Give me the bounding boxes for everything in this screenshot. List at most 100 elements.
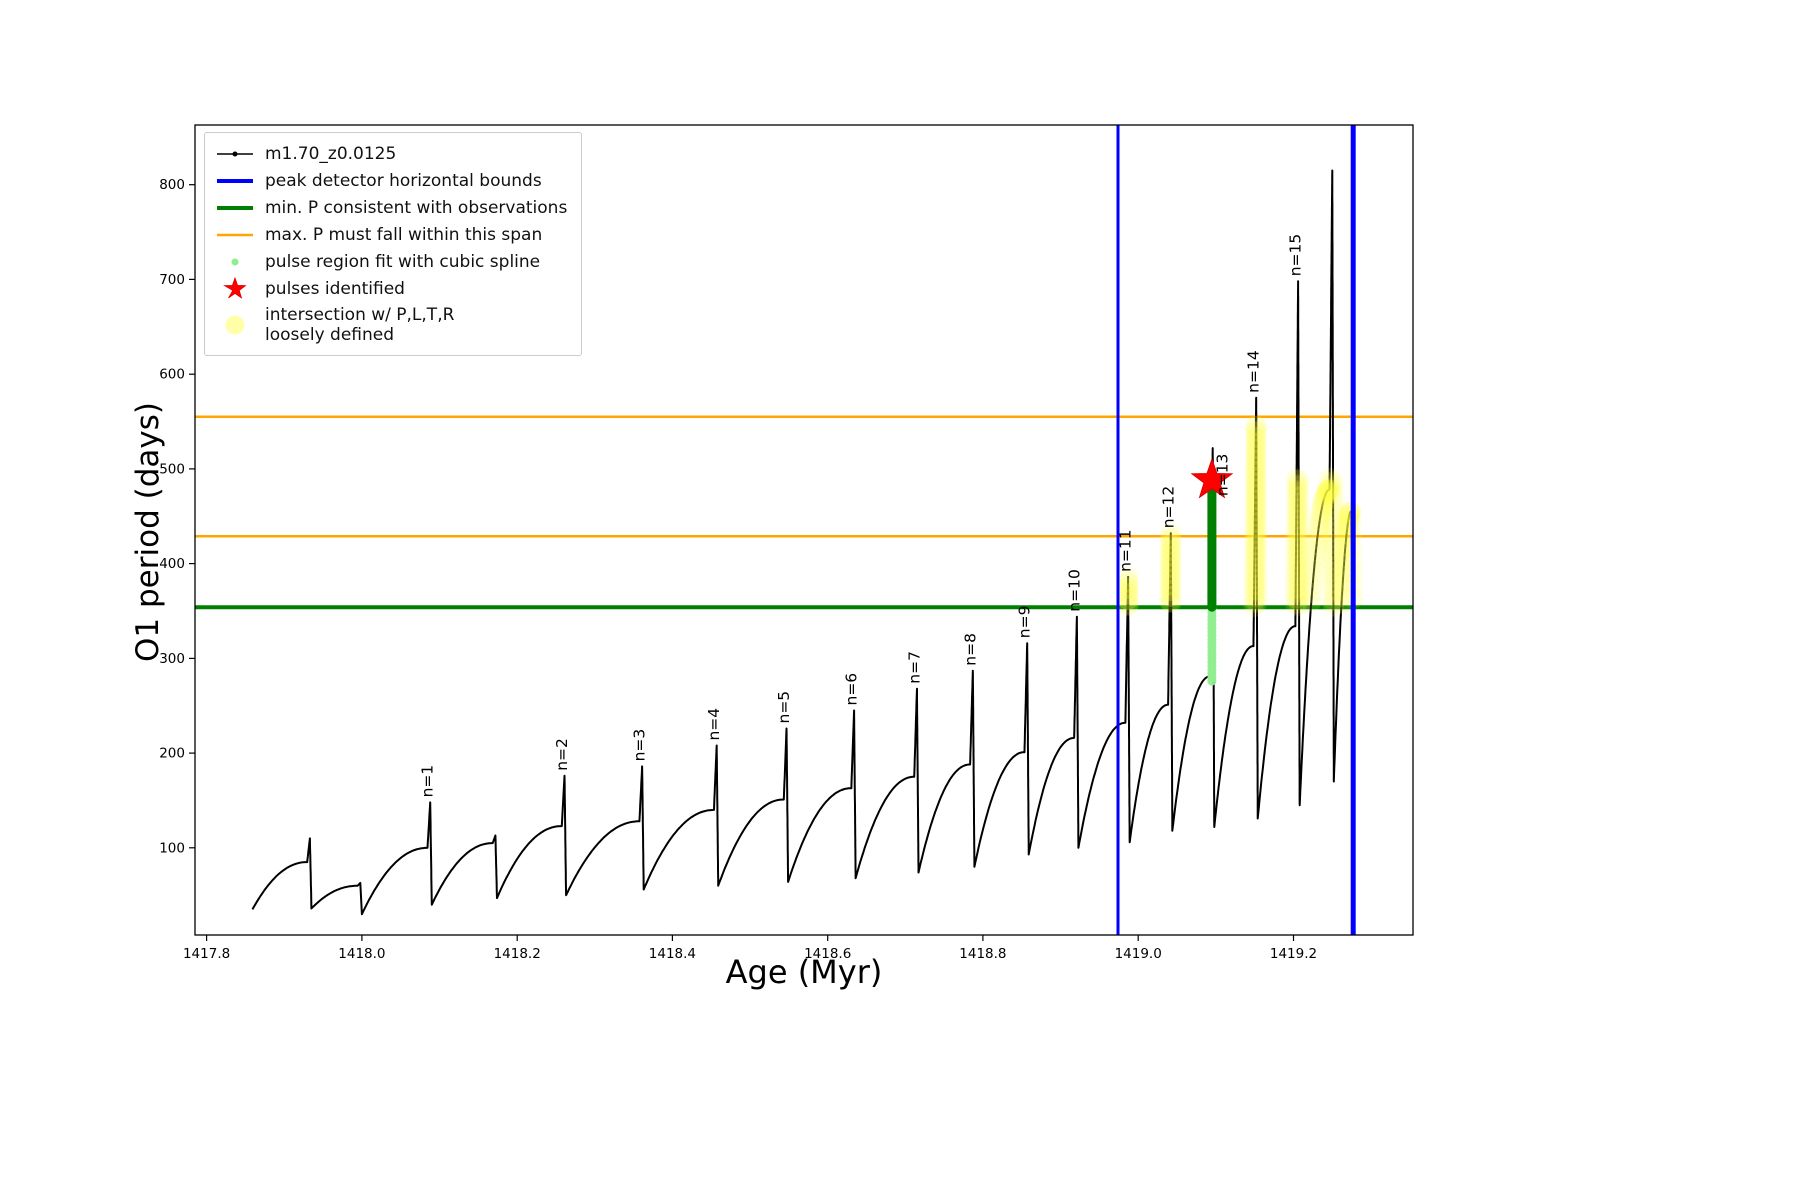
intersection-marker	[1322, 561, 1344, 583]
intersection-marker	[1246, 580, 1268, 602]
legend-label: intersection w/ P,L,T,R loosely defined	[265, 304, 455, 345]
intersection-marker	[1288, 521, 1310, 543]
intersection-marker	[1160, 562, 1182, 584]
x-tick-label: 1419.2	[1270, 946, 1317, 962]
legend-label: pulse region fit with cubic spline	[265, 251, 541, 272]
intersection-marker	[1322, 505, 1344, 527]
intersection-marker	[1311, 494, 1333, 516]
legend-label: pulses identified	[265, 278, 405, 299]
intersection-marker	[1246, 472, 1267, 494]
intersection-marker	[1333, 552, 1355, 574]
intersection-marker	[1245, 455, 1267, 477]
intersection-marker	[1244, 528, 1266, 550]
y-tick-label: 700	[159, 272, 185, 288]
intersection-marker	[1159, 562, 1181, 584]
intersection-marker	[1285, 581, 1307, 603]
intersection-marker	[1322, 590, 1344, 611]
intersection-marker	[1322, 595, 1344, 617]
intersection-marker	[1160, 528, 1182, 550]
intersection-marker	[1288, 572, 1310, 594]
series-line-icon	[213, 142, 257, 166]
pulse-label: n=2	[553, 738, 571, 771]
pulse-label: n=9	[1016, 606, 1034, 639]
x-tick-label: 1417.8	[183, 946, 230, 962]
intersection-marker	[1322, 544, 1344, 566]
legend-label: peak detector horizontal bounds	[265, 170, 542, 191]
intersection-marker	[1117, 594, 1139, 616]
intersection-marker	[1245, 426, 1267, 448]
intersection-marker	[1288, 538, 1310, 560]
intersection-marker	[1306, 534, 1328, 556]
x-tick-label: 1418.4	[649, 946, 696, 962]
intersection-marker	[1322, 584, 1344, 606]
intersection-marker	[1288, 492, 1310, 514]
intersection-marker	[1288, 549, 1310, 571]
pulse-label: n=3	[631, 729, 649, 762]
intersection-marker	[1319, 479, 1340, 501]
intersection-marker	[1246, 574, 1268, 596]
intersection-marker	[1317, 480, 1339, 502]
intersection-marker	[1322, 476, 1344, 498]
yellow-dot-icon	[213, 303, 257, 347]
intersection-marker	[1285, 547, 1307, 569]
intersection-marker	[1322, 533, 1344, 555]
intersection-marker	[1160, 545, 1182, 567]
intersection-marker	[1159, 574, 1181, 596]
plot-border	[194, 124, 1414, 936]
intersection-marker	[1246, 461, 1267, 483]
intersection-marker	[1288, 504, 1310, 526]
intersection-marker	[1306, 528, 1328, 550]
intersection-marker	[1159, 545, 1181, 567]
intersection-marker	[1246, 466, 1267, 488]
pulse-label: n=1	[419, 765, 437, 798]
legend-row-series: m1.70_z0.0125	[213, 141, 567, 167]
intersection-marker	[1288, 566, 1310, 588]
intersection-marker	[1244, 517, 1266, 539]
y-tick-label: 100	[159, 840, 185, 856]
intersection-marker	[1246, 540, 1268, 562]
intersection-marker	[1322, 539, 1344, 561]
intersection-marker	[1246, 484, 1267, 505]
red-star-icon	[213, 277, 257, 301]
intersection-marker	[1288, 515, 1310, 537]
x-tick-label: 1419.0	[1115, 946, 1162, 962]
intersection-marker	[1285, 576, 1307, 598]
intersection-marker	[1244, 483, 1266, 505]
intersection-marker	[1322, 522, 1344, 544]
intersection-marker	[1288, 470, 1310, 492]
intersection-marker	[1288, 487, 1310, 509]
intersection-marker	[1117, 572, 1139, 593]
intersection-marker	[1117, 583, 1139, 605]
intersection-marker	[1246, 592, 1268, 613]
intersection-marker	[1160, 540, 1182, 561]
intersection-marker	[1302, 574, 1324, 596]
intersection-marker	[1288, 475, 1310, 497]
intersection-marker	[1285, 542, 1307, 564]
y-axis-title: O1 period (days)	[130, 402, 166, 662]
x-tick-label: 1418.6	[804, 946, 851, 962]
intersection-marker	[1288, 595, 1310, 617]
intersection-marker	[1286, 474, 1307, 496]
intersection-marker	[1319, 467, 1341, 489]
intersection-marker	[1300, 590, 1322, 612]
intersection-marker	[1334, 547, 1355, 569]
intersection-marker	[1308, 513, 1330, 535]
intersection-marker	[1246, 569, 1268, 591]
intersection-marker	[1322, 567, 1344, 589]
intersection-marker	[1301, 582, 1323, 604]
intersection-marker	[1288, 584, 1310, 605]
intersection-marker	[1322, 550, 1344, 572]
pulse-label: n=5	[775, 691, 793, 724]
intersection-marker	[1246, 512, 1268, 534]
intersection-marker	[1159, 557, 1181, 579]
intersection-marker	[1243, 596, 1265, 618]
intersection-marker	[1288, 578, 1310, 600]
intersection-marker	[1246, 586, 1268, 608]
intersection-marker	[1285, 593, 1307, 614]
intersection-marker	[1246, 557, 1268, 579]
legend: m1.70_z0.0125 peak detector horizontal b…	[204, 132, 583, 356]
intersection-marker	[1245, 421, 1267, 443]
pulse-label: n=4	[705, 708, 723, 741]
intersection-marker	[1244, 505, 1266, 527]
